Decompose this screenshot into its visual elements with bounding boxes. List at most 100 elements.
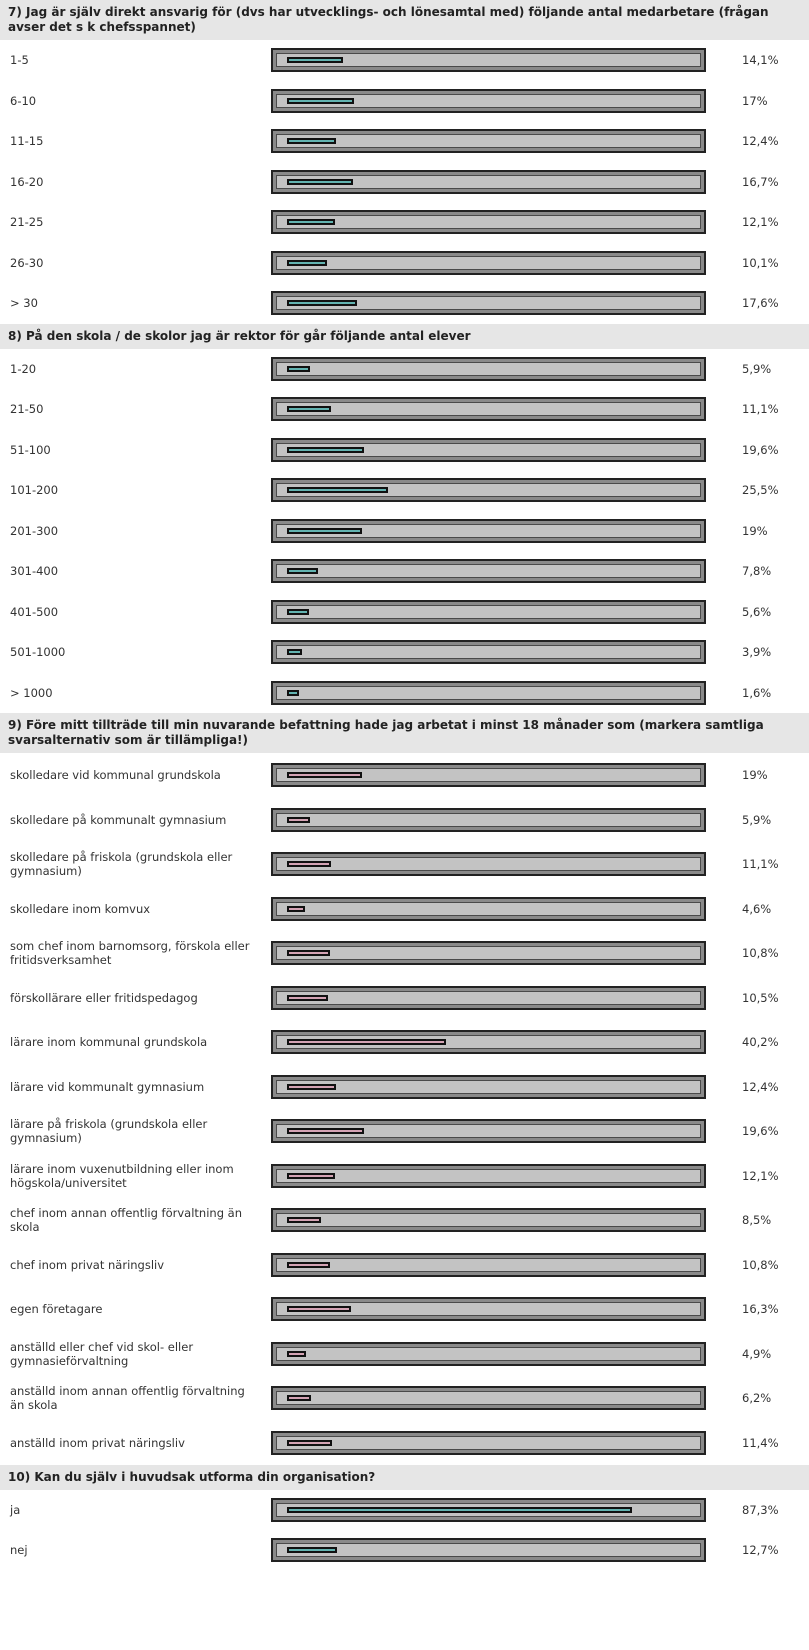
answer-row: ja 87,3% (0, 1490, 809, 1530)
answer-row: 101-200 25,5% (0, 470, 809, 511)
answer-row: nej 12,7% (0, 1530, 809, 1570)
answer-row: 26-30 10,1% (0, 243, 809, 284)
answer-label: 21-50 (10, 402, 44, 417)
bar-track (271, 1030, 706, 1055)
bar-track (271, 1252, 706, 1277)
percentage-label: 17% (742, 93, 768, 108)
bar-track (271, 852, 706, 877)
bar-fill (287, 1128, 365, 1135)
bar-fill (287, 300, 357, 307)
bar-track-inner (276, 1257, 701, 1272)
bar-track (271, 640, 706, 665)
bar-fill (287, 950, 330, 957)
bar-fill (287, 178, 353, 185)
answer-row: 16-20 16,7% (0, 162, 809, 203)
answer-row: lärare inom vuxenutbildning eller inom h… (0, 1154, 809, 1199)
question-section: 9) Före mitt tillträde till min nuvarand… (0, 713, 809, 1465)
answer-row: 201-300 19% (0, 511, 809, 552)
bar-track-inner (276, 442, 701, 457)
bar-track-inner (276, 174, 701, 189)
bar-track-inner (276, 523, 701, 538)
bar-fill (287, 1172, 335, 1179)
survey-results: 7) Jag är själv direkt ansvarig för (dvs… (0, 0, 809, 1570)
answer-label: lärare inom kommunal grundskola (10, 1035, 208, 1050)
bar-track-inner (276, 1302, 701, 1317)
bar-track-inner (276, 1543, 701, 1557)
bar-track-inner (276, 812, 701, 827)
answer-label: 21-25 (10, 215, 44, 230)
bar-fill (287, 219, 335, 226)
percentage-label: 17,6% (742, 296, 779, 311)
question-section: 10) Kan du själv i huvudsak utforma din … (0, 1465, 809, 1570)
bar-track-inner (276, 255, 701, 270)
percentage-label: 12,1% (742, 215, 779, 230)
bar-track-inner (276, 1035, 701, 1050)
bar-track (271, 1430, 706, 1455)
percentage-label: 12,1% (742, 1168, 779, 1183)
question-title: 10) Kan du själv i huvudsak utforma din … (0, 1465, 809, 1490)
answer-row: lärare inom kommunal grundskola 40,2% (0, 1020, 809, 1065)
percentage-label: 11,1% (742, 402, 779, 417)
bar-fill (287, 446, 365, 453)
bar-track-inner (276, 1079, 701, 1094)
answer-label: > 30 (10, 296, 38, 311)
bar-track (271, 129, 706, 154)
answer-label: 101-200 (10, 483, 59, 498)
answer-label: anställd inom privat näringsliv (10, 1435, 185, 1450)
answer-label: chef inom privat näringsliv (10, 1257, 165, 1272)
bar-track-inner (276, 93, 701, 108)
bar-track-inner (276, 901, 701, 916)
bar-track (271, 88, 706, 113)
answer-label: 1-20 (10, 361, 37, 376)
answer-row: 11-15 12,4% (0, 121, 809, 162)
question-title: 8) På den skola / de skolor jag är rekto… (0, 323, 809, 349)
bar-track-inner (276, 564, 701, 579)
percentage-label: 11,1% (742, 857, 779, 872)
bar-track-inner (276, 768, 701, 783)
answer-row: skolledare på kommunalt gymnasium 5,9% (0, 798, 809, 843)
question-section: 8) På den skola / de skolor jag är rekto… (0, 323, 809, 714)
answer-row: chef inom privat näringsliv 10,8% (0, 1243, 809, 1288)
answer-row: 301-400 7,8% (0, 551, 809, 592)
bar-track-inner (276, 361, 701, 376)
bar-fill (287, 689, 299, 696)
percentage-label: 5,9% (742, 361, 772, 376)
bar-track-inner (276, 53, 701, 68)
percentage-label: 8,5% (742, 1213, 772, 1228)
question-title: 7) Jag är själv direkt ansvarig för (dvs… (0, 0, 809, 40)
answer-label: skolledare vid kommunal grundskola (10, 768, 221, 783)
question-title: 9) Före mitt tillträde till min nuvarand… (0, 713, 809, 753)
bar-track-inner (276, 134, 701, 149)
percentage-label: 7,8% (742, 564, 772, 579)
bar-track (271, 941, 706, 966)
percentage-label: 3,9% (742, 645, 772, 660)
bar-fill (287, 608, 310, 615)
percentage-label: 14,1% (742, 53, 779, 68)
percentage-label: 10,8% (742, 946, 779, 961)
bar-track (271, 437, 706, 462)
percentage-label: 6,2% (742, 1391, 772, 1406)
percentage-label: 19% (742, 523, 768, 538)
bar-track (271, 1386, 706, 1411)
answer-row: 51-100 19,6% (0, 430, 809, 471)
percentage-label: 5,9% (742, 812, 772, 827)
answer-label: lärare vid kommunalt gymnasium (10, 1079, 205, 1094)
bar-track-inner (276, 1346, 701, 1361)
bar-track (271, 478, 706, 503)
bar-track (271, 763, 706, 788)
bar-fill (287, 1217, 321, 1224)
bar-fill (287, 1439, 333, 1446)
answer-row: 6-10 17% (0, 81, 809, 122)
percentage-label: 10,5% (742, 990, 779, 1005)
bar-track (271, 250, 706, 275)
answer-label: lärare på friskola (grundskola eller gym… (10, 1117, 208, 1146)
percentage-label: 16,3% (742, 1302, 779, 1317)
answer-row: anställd inom annan offentlig förvaltnin… (0, 1376, 809, 1421)
answer-row: skolledare på friskola (grundskola eller… (0, 842, 809, 887)
percentage-label: 12,4% (742, 1079, 779, 1094)
bar-fill (287, 259, 327, 266)
answer-row: anställd inom privat näringsliv 11,4% (0, 1421, 809, 1466)
percentage-label: 4,6% (742, 901, 772, 916)
bar-fill (287, 406, 331, 413)
answer-label: lärare inom vuxenutbildning eller inom h… (10, 1161, 234, 1190)
